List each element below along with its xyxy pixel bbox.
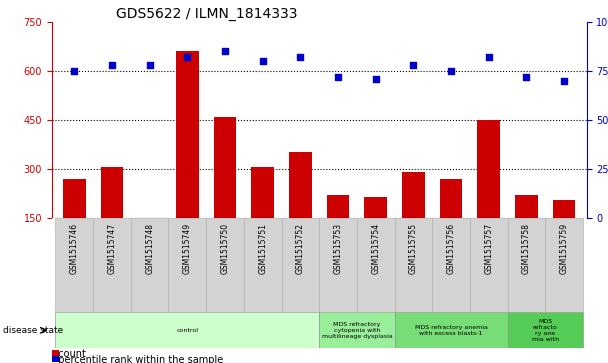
Point xyxy=(220,48,230,54)
Text: count: count xyxy=(52,349,86,359)
Point xyxy=(333,74,343,79)
Text: GSM1515759: GSM1515759 xyxy=(559,223,568,274)
Bar xyxy=(55,312,319,348)
Text: GSM1515753: GSM1515753 xyxy=(334,223,342,274)
Text: GSM1515747: GSM1515747 xyxy=(108,223,117,274)
Bar xyxy=(319,218,357,312)
Bar xyxy=(508,218,545,312)
Bar xyxy=(93,218,131,312)
Bar xyxy=(63,179,86,267)
Bar xyxy=(477,120,500,267)
Bar xyxy=(52,350,59,356)
Bar xyxy=(101,167,123,267)
Bar xyxy=(432,218,470,312)
Point xyxy=(145,62,154,68)
Text: GSM1515757: GSM1515757 xyxy=(484,223,493,274)
Bar xyxy=(131,218,168,312)
Bar xyxy=(176,51,199,267)
Text: GDS5622 / ILMN_1814333: GDS5622 / ILMN_1814333 xyxy=(116,7,297,21)
Text: GSM1515749: GSM1515749 xyxy=(183,223,192,274)
Bar xyxy=(55,218,93,312)
Text: GSM1515751: GSM1515751 xyxy=(258,223,267,273)
Point xyxy=(295,54,305,60)
Bar xyxy=(395,218,432,312)
Point xyxy=(182,54,192,60)
Text: MDS refractory anemia
with excess blasts-1: MDS refractory anemia with excess blasts… xyxy=(415,325,488,336)
Point xyxy=(258,58,268,64)
Text: GSM1515746: GSM1515746 xyxy=(70,223,79,274)
Bar xyxy=(553,200,575,267)
Bar xyxy=(251,167,274,267)
Text: GSM1515750: GSM1515750 xyxy=(221,223,229,274)
Text: GSM1515754: GSM1515754 xyxy=(371,223,380,274)
Bar xyxy=(545,218,583,312)
Bar xyxy=(139,218,161,267)
Bar xyxy=(440,179,462,267)
Bar xyxy=(206,218,244,312)
Point xyxy=(371,76,381,82)
Bar xyxy=(52,356,59,362)
Bar xyxy=(395,312,508,348)
Bar xyxy=(289,152,312,267)
Bar xyxy=(326,195,350,267)
Text: control: control xyxy=(176,328,198,333)
Bar xyxy=(515,195,537,267)
Point xyxy=(409,62,418,68)
Point xyxy=(69,68,79,74)
Text: disease state: disease state xyxy=(3,326,63,335)
Text: GSM1515758: GSM1515758 xyxy=(522,223,531,273)
Bar xyxy=(402,172,425,267)
Bar xyxy=(244,218,282,312)
Bar xyxy=(213,117,237,267)
Bar xyxy=(168,218,206,312)
Text: GSM1515752: GSM1515752 xyxy=(296,223,305,273)
Point xyxy=(446,68,456,74)
Point xyxy=(484,54,494,60)
Bar xyxy=(319,312,395,348)
Bar xyxy=(357,218,395,312)
Bar xyxy=(508,312,583,348)
Text: MDS
refracto
ry ane
mia with: MDS refracto ry ane mia with xyxy=(532,319,559,342)
Text: MDS refractory
cytopenia with
multilineage dysplasia: MDS refractory cytopenia with multilinea… xyxy=(322,322,392,339)
Text: percentile rank within the sample: percentile rank within the sample xyxy=(52,355,223,363)
Point xyxy=(107,62,117,68)
Bar xyxy=(470,218,508,312)
Text: GSM1515748: GSM1515748 xyxy=(145,223,154,273)
Bar xyxy=(282,218,319,312)
Point xyxy=(559,78,569,83)
Text: GSM1515755: GSM1515755 xyxy=(409,223,418,274)
Bar xyxy=(364,196,387,267)
Point xyxy=(522,74,531,79)
Text: GSM1515756: GSM1515756 xyxy=(447,223,455,274)
